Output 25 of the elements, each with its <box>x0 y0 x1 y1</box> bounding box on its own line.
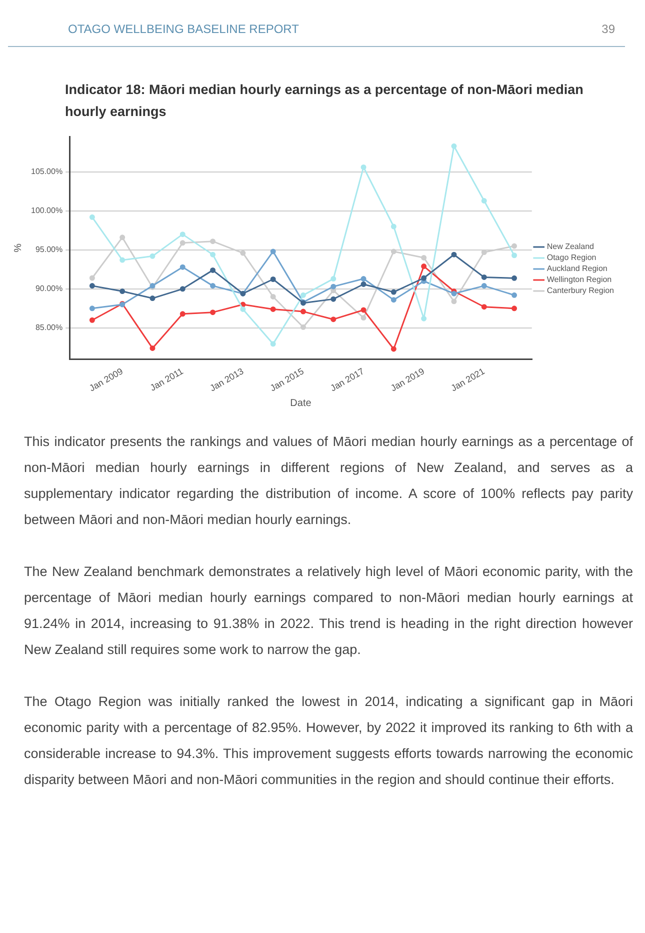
x-tick-label: Jan 2017 <box>328 366 366 394</box>
text: This indicator presents the rankings and values of Māori median hourly earnings as a percentage of non-Māori median hourly earnings in different regions of New Zealand, and serves as a supplementary indicator regarding the distribution of income. A score of 100% reflects pay parity between Māori and non-Māori median hourly earnings. <box>24 433 633 529</box>
x-tick-label: Jan 2019 <box>388 366 426 394</box>
legend-label: New Zealand <box>546 242 594 252</box>
x-tick-label: Jan 2021 <box>449 366 486 394</box>
legend-label: Otago Region <box>546 253 596 262</box>
y-tick-label: 95.00% <box>35 245 63 254</box>
y-tick-label: 90.00% <box>35 284 63 294</box>
text: The New Zealand benchmark demonstrates a relatively high level of Māori economic parity, with the percentage of Māori median hourly earnings compared to non-Māori median hourly earnings at 91.24% in 2014, increasing to 91.38% in 2022. This trend is heading in the right direction however New Zealand still requires some work to narrow the gap. <box>24 563 633 659</box>
y-tick-label: 85.00% <box>35 323 63 332</box>
chart-title: Indicator 18: Māori median hourly earnings as a percentage of non-Māori median hourly earnings <box>65 81 584 121</box>
text: The Otago Region was initially ranked the lowest in 2014, indicating a significant gap in Māori economic parity with a percentage of 82.95%. However, by 2022 it improved its ranking to 6th with a considerable increase to 94.3%. This improvement suggests efforts towards narrowing the economic disparity between Māori and non-Māori communities in the region and should continue their efforts. <box>24 693 633 789</box>
x-axis-title: Date <box>290 398 312 409</box>
legend-label: Wellington Region <box>546 275 612 284</box>
text: 39 <box>602 22 615 36</box>
x-tick-label: Jan 2015 <box>268 366 306 394</box>
y-axis-title: % <box>12 243 24 252</box>
legend-label: Auckland Region <box>546 264 608 274</box>
text: OTAGO WELLBEING BASELINE REPORT <box>68 22 299 36</box>
x-tick-label: Jan 2013 <box>208 366 246 394</box>
y-tick-label: 100.00% <box>30 206 63 216</box>
x-tick-label: Jan 2011 <box>148 366 185 393</box>
x-tick-label: Jan 2009 <box>88 366 125 394</box>
legend-label: Canterbury Region <box>546 286 614 296</box>
y-tick-label: 105.00% <box>30 167 63 176</box>
